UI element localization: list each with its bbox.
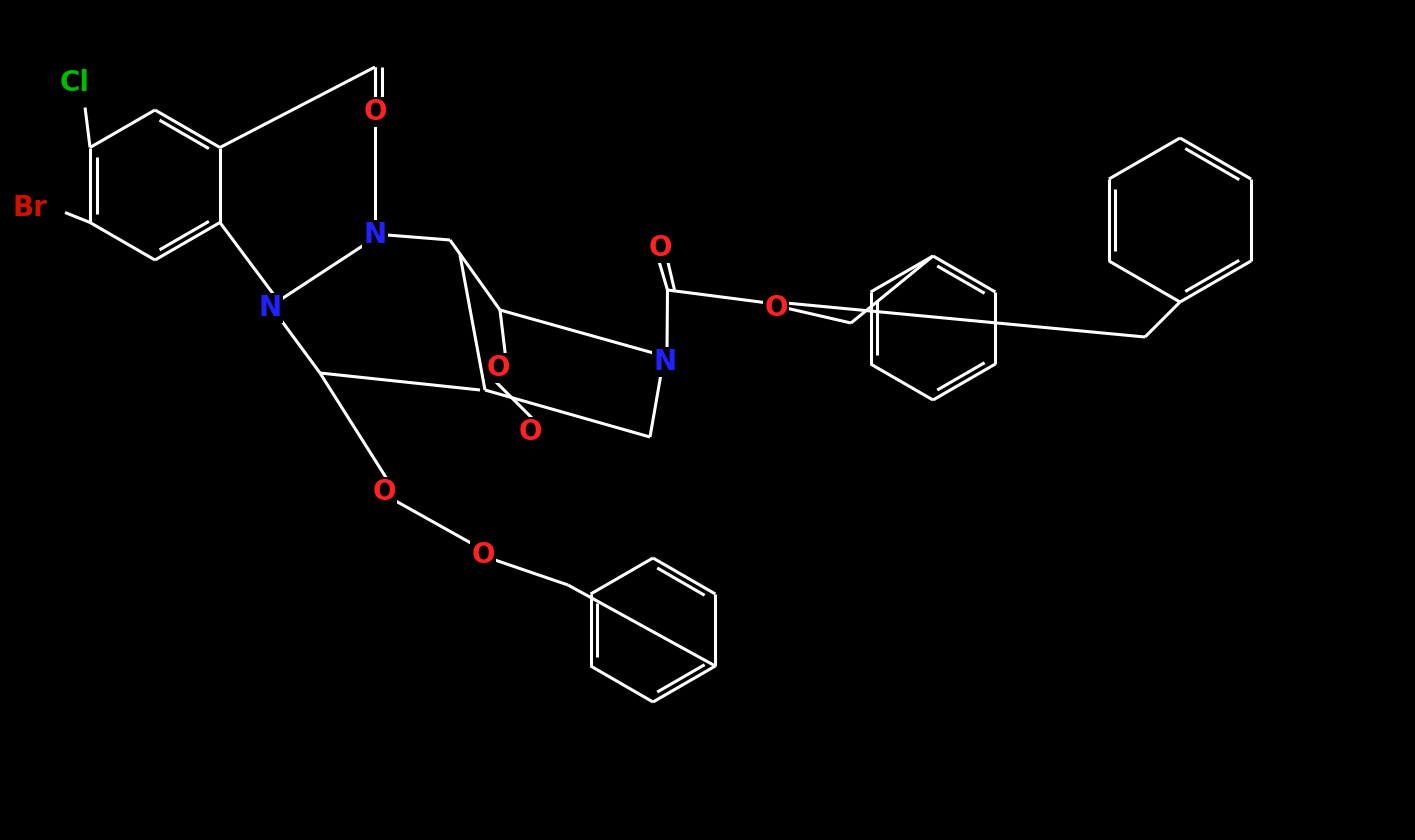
Text: O: O — [487, 354, 509, 382]
Text: Cl: Cl — [59, 69, 91, 97]
Text: O: O — [648, 234, 672, 262]
Text: O: O — [471, 541, 495, 569]
Text: N: N — [364, 221, 386, 249]
Text: O: O — [518, 418, 542, 446]
Text: N: N — [259, 294, 282, 322]
Text: O: O — [764, 294, 788, 322]
Text: O: O — [364, 98, 386, 126]
Text: N: N — [654, 348, 676, 376]
Text: O: O — [372, 478, 396, 506]
Text: Br: Br — [13, 193, 48, 222]
